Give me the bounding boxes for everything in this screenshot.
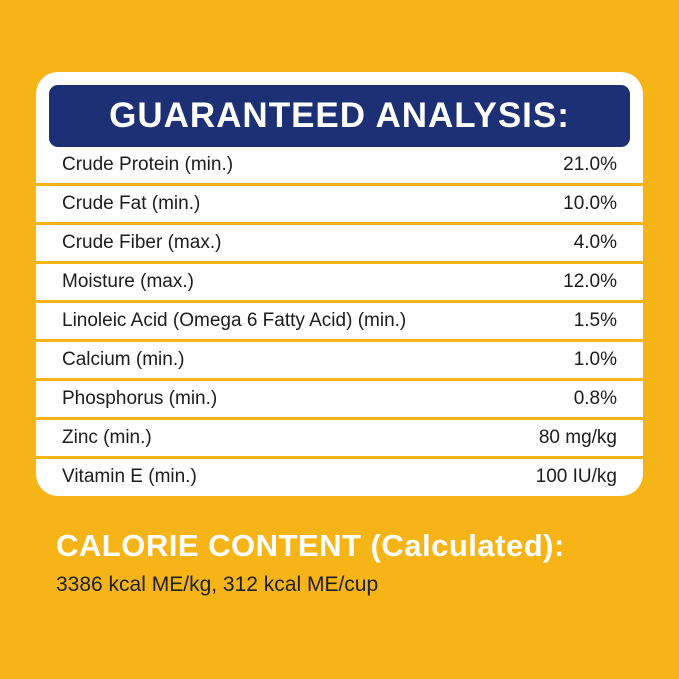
table-row: Phosphorus (min.) 0.8% (36, 378, 643, 417)
table-row: Crude Fat (min.) 10.0% (36, 183, 643, 222)
row-label: Moisture (max.) (62, 271, 194, 292)
guaranteed-analysis-card: GUARANTEED ANALYSIS: Crude Protein (min.… (36, 72, 643, 496)
row-label: Linoleic Acid (Omega 6 Fatty Acid) (min.… (62, 310, 407, 331)
table-row: Zinc (min.) 80 mg/kg (36, 417, 643, 456)
row-label: Zinc (min.) (62, 427, 152, 448)
row-value: 21.0% (563, 154, 617, 175)
row-value: 1.5% (573, 310, 617, 331)
table-row: Linoleic Acid (Omega 6 Fatty Acid) (min.… (36, 300, 643, 339)
row-value: 1.0% (573, 349, 617, 370)
calorie-section: CALORIE CONTENT (Calculated): 3386 kcal … (56, 528, 643, 597)
table-row: Crude Protein (min.) 21.0% (36, 147, 643, 183)
row-value: 12.0% (563, 271, 617, 292)
row-value: 80 mg/kg (538, 427, 617, 448)
analysis-table: Crude Protein (min.) 21.0% Crude Fat (mi… (36, 147, 643, 495)
calorie-content-title: CALORIE CONTENT (Calculated): (56, 528, 565, 563)
guaranteed-analysis-header: GUARANTEED ANALYSIS: (49, 85, 630, 147)
row-label: Crude Fat (min.) (62, 193, 201, 214)
row-label: Phosphorus (min.) (62, 388, 218, 409)
calorie-content-values: 3386 kcal ME/kg, 312 kcal ME/cup (56, 573, 379, 596)
guaranteed-analysis-title: GUARANTEED ANALYSIS: (109, 96, 570, 135)
row-value: 0.8% (573, 388, 617, 409)
row-label: Crude Protein (min.) (62, 154, 234, 175)
row-label: Calcium (min.) (62, 349, 185, 370)
table-row: Moisture (max.) 12.0% (36, 261, 643, 300)
row-label: Crude Fiber (max.) (62, 232, 222, 253)
row-value: 10.0% (563, 193, 617, 214)
table-row: Crude Fiber (max.) 4.0% (36, 222, 643, 261)
row-value: 4.0% (573, 232, 617, 253)
row-value: 100 IU/kg (535, 466, 617, 487)
table-row: Calcium (min.) 1.0% (36, 339, 643, 378)
table-row: Vitamin E (min.) 100 IU/kg (36, 456, 643, 495)
row-label: Vitamin E (min.) (62, 466, 197, 487)
